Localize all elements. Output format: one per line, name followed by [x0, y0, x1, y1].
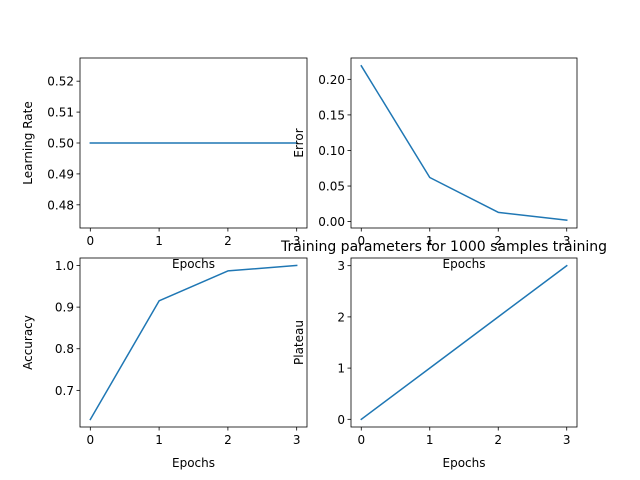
- error-xtick-label-2: 2: [494, 234, 502, 248]
- accuracy-series-line-0: [89, 264, 298, 421]
- learning-rate-ytick-label-0: 0.48: [47, 198, 74, 212]
- plateau-axes-frame: [350, 257, 578, 428]
- subplot-learning-rate: 0 1 2 3 0.48 0.49 0.50 0.51 0.52 Epochs Learning R…: [21, 57, 308, 271]
- learning-rate-ytick-label-3: 0.51: [47, 106, 74, 120]
- accuracy-xtick-label-3: 3: [293, 433, 301, 447]
- error-ytick-label-1: 0.05: [318, 180, 345, 194]
- error-series-line-0: [360, 64, 568, 222]
- learning-rate-ylabel: Learning Rate: [21, 101, 35, 184]
- error-xtick-label-3: 3: [563, 234, 571, 248]
- plateau-series-line-0: [360, 264, 568, 421]
- plateau-ylabel: Plateau: [292, 320, 306, 365]
- error-xtick-label-1: 1: [426, 234, 434, 248]
- accuracy-ytick-label-1: 0.8: [55, 342, 74, 356]
- learning-rate-xtick-label-0: 0: [86, 234, 94, 248]
- error-xlabel: Epochs: [443, 257, 486, 271]
- subplot-plateau: 0 1 2 3 0 1 2 3 Epochs Plateau: [292, 257, 578, 470]
- subplots: 0 1 2 3 0.48 0.49 0.50 0.51 0.52 Epochs Learning R…: [21, 57, 578, 470]
- plateau-ytick-label-2: 2: [337, 310, 345, 324]
- figure-title: Training parameters for 1000 samples tra…: [280, 239, 607, 255]
- accuracy-xlabel: Epochs: [172, 456, 215, 470]
- accuracy-xtick-label-2: 2: [224, 433, 232, 447]
- plateau-xtick-label-2: 2: [494, 433, 502, 447]
- error-ytick-label-2: 0.10: [318, 144, 345, 158]
- accuracy-ytick-label-0: 0.7: [55, 384, 74, 398]
- error-ytick-label-4: 0.20: [318, 73, 345, 87]
- error-axes-frame: [350, 57, 578, 229]
- accuracy-ytick-label-2: 0.9: [55, 301, 74, 315]
- subplot-accuracy: 0 1 2 3 0.7 0.8 0.9 1.0 Epochs Accuracy: [21, 257, 308, 470]
- learning-rate-xtick-label-2: 2: [224, 234, 232, 248]
- learning-rate-xlabel: Epochs: [172, 257, 215, 271]
- plateau-ytick-label-3: 3: [337, 259, 345, 273]
- plateau-ytick-label-0: 0: [337, 413, 345, 427]
- plateau-ytick-label-1: 1: [337, 362, 345, 376]
- error-ytick-label-3: 0.15: [318, 108, 345, 122]
- accuracy-xtick-label-0: 0: [86, 433, 94, 447]
- learning-rate-ytick-label-1: 0.49: [47, 167, 74, 181]
- accuracy-xtick-label-1: 1: [155, 433, 163, 447]
- plateau-xtick-label-3: 3: [563, 433, 571, 447]
- plateau-xtick-label-0: 0: [357, 433, 365, 447]
- accuracy-ytick-label-3: 1.0: [55, 259, 74, 273]
- plateau-xlabel: Epochs: [443, 456, 486, 470]
- accuracy-ylabel: Accuracy: [21, 315, 35, 370]
- learning-rate-xtick-label-1: 1: [155, 234, 163, 248]
- learning-rate-ytick-label-2: 0.50: [47, 137, 74, 151]
- error-ytick-label-0: 0.00: [318, 215, 345, 229]
- error-xtick-label-0: 0: [357, 234, 365, 248]
- plateau-xtick-label-1: 1: [426, 433, 434, 447]
- accuracy-axes-frame: [79, 257, 308, 428]
- learning-rate-ytick-label-4: 0.52: [47, 75, 74, 89]
- subplot-error: 0 1 2 3 0.00 0.05 0.10 0.15 0.20 Epochs Error: [292, 57, 578, 271]
- error-ylabel: Error: [292, 128, 306, 157]
- learning-rate-xtick-label-3: 3: [293, 234, 301, 248]
